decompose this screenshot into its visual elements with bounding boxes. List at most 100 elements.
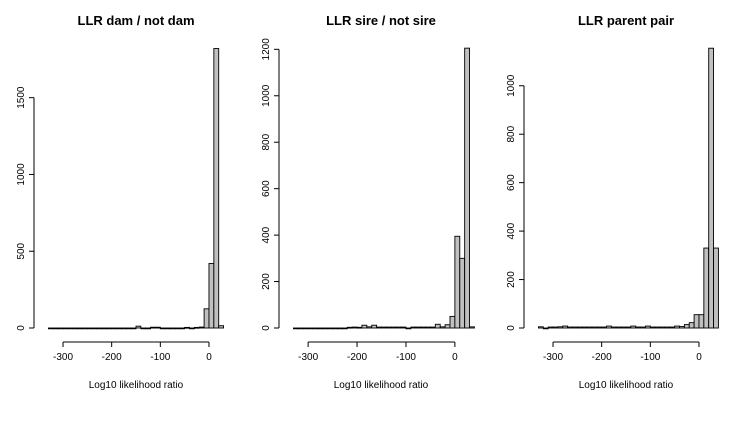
y-tick-label: 1000	[261, 84, 272, 107]
histogram-bar	[120, 327, 127, 330]
histogram-bar	[557, 326, 564, 329]
x-axis: -300 -200 -100 0	[53, 341, 212, 363]
histogram-bar	[366, 326, 373, 329]
histogram-bar	[586, 326, 593, 329]
y-tick-label: 200	[506, 271, 517, 288]
panel-dam: LLR dam / not dam Log10 likelihood ratio…	[16, 13, 225, 391]
histogram-bar	[439, 326, 446, 329]
histogram-bar	[654, 326, 661, 329]
histogram-bar	[140, 327, 147, 330]
histogram-bar	[293, 327, 299, 330]
histogram-bar	[346, 326, 353, 329]
panel-sire: LLR sire / not sire Log10 likelihood rat…	[261, 13, 475, 391]
histogram-bar	[361, 324, 368, 329]
x-tick-label: -300	[298, 352, 318, 363]
y-tick-label: 600	[506, 174, 517, 191]
histogram-bar	[625, 326, 632, 329]
histogram-bar	[635, 326, 642, 329]
histogram-bar	[469, 326, 475, 329]
histogram-bar	[203, 308, 210, 329]
histogram-bar	[562, 325, 569, 329]
y-tick-label: 600	[261, 180, 272, 197]
x-axis-label: Log10 likelihood ratio	[334, 380, 429, 391]
histogram-bar	[395, 326, 402, 329]
histogram-bar	[434, 323, 441, 329]
histogram-bar	[297, 327, 304, 330]
histogram-bar	[86, 327, 93, 330]
x-tick-label: 0	[696, 352, 702, 363]
y-tick-label: 800	[261, 133, 272, 150]
histogram-bar	[302, 327, 309, 330]
histogram-bar	[459, 257, 466, 329]
histogram-bar	[332, 327, 338, 330]
histogram-bar	[356, 326, 363, 329]
x-tick-label: -300	[543, 352, 563, 363]
histogram-bar	[125, 327, 132, 330]
x-axis-label: Log10 likelihood ratio	[579, 380, 674, 391]
y-tick-label: 200	[261, 273, 272, 290]
histogram-bar	[703, 247, 710, 329]
y-tick-label: 1000	[506, 74, 517, 97]
x-axis-label: Log10 likelihood ratio	[89, 380, 184, 391]
histogram-bar	[164, 327, 171, 330]
histogram-bar	[674, 325, 680, 329]
histogram-bar	[576, 326, 583, 329]
histogram-bar	[581, 326, 588, 329]
x-tick-label: -100	[640, 352, 660, 363]
histogram-bar	[135, 325, 142, 329]
histogram-bar	[552, 326, 559, 329]
histogram-bar	[591, 326, 598, 329]
histogram-bar	[72, 327, 79, 330]
histogram-bar	[169, 327, 176, 330]
histogram-bar	[659, 326, 666, 329]
histogram-bars	[293, 47, 475, 330]
histogram-bar	[679, 326, 685, 329]
histogram-bar	[444, 324, 451, 329]
histogram-bar	[405, 327, 412, 330]
y-tick-label: 500	[16, 242, 27, 259]
histogram-bar	[415, 326, 422, 329]
histogram-bar	[596, 326, 603, 329]
histogram-bar	[683, 324, 690, 329]
histogram-bar	[693, 314, 700, 329]
y-tick-label: 1200	[261, 38, 272, 61]
histogram-bar	[322, 327, 329, 330]
histogram-bar	[218, 325, 225, 329]
histogram-bar	[429, 326, 436, 329]
histogram-bar	[547, 326, 554, 329]
histogram-bar	[111, 327, 117, 330]
histogram-bar	[77, 327, 83, 330]
histogram-bar	[649, 326, 656, 329]
histogram-bar	[640, 326, 646, 329]
histogram-bar	[381, 326, 387, 329]
histogram-bar	[698, 314, 705, 329]
y-axis: 0 500 1000 1500	[16, 86, 35, 331]
histogram-bar	[184, 326, 190, 329]
y-axis: 0 200 400 600 800 1000	[506, 74, 525, 331]
histogram-bars	[47, 48, 225, 330]
histogram-bar	[341, 327, 348, 330]
histogram-bar	[615, 326, 622, 329]
x-tick-label: 0	[452, 352, 458, 363]
histogram-bar	[425, 326, 431, 329]
histogram-bar	[155, 326, 161, 329]
chart-title: LLR parent pair	[578, 13, 674, 28]
histogram-bar	[52, 327, 59, 330]
histogram-bar	[47, 327, 54, 330]
y-tick-label: 400	[261, 226, 272, 243]
histogram-bar	[713, 247, 719, 329]
histogram-bar	[179, 327, 186, 330]
x-axis: -300 -200 -100 0	[298, 341, 458, 363]
x-axis: -300 -200 -100 0	[543, 341, 702, 363]
histogram-bar	[630, 325, 637, 329]
x-tick-label: 0	[206, 352, 212, 363]
histogram-bar	[669, 326, 676, 329]
x-tick-label: -200	[347, 352, 367, 363]
histogram-bar	[96, 327, 103, 330]
y-tick-label: 0	[16, 325, 27, 331]
histogram-bar	[327, 327, 334, 330]
histogram-bar	[449, 315, 456, 329]
histogram-bar	[567, 326, 573, 329]
